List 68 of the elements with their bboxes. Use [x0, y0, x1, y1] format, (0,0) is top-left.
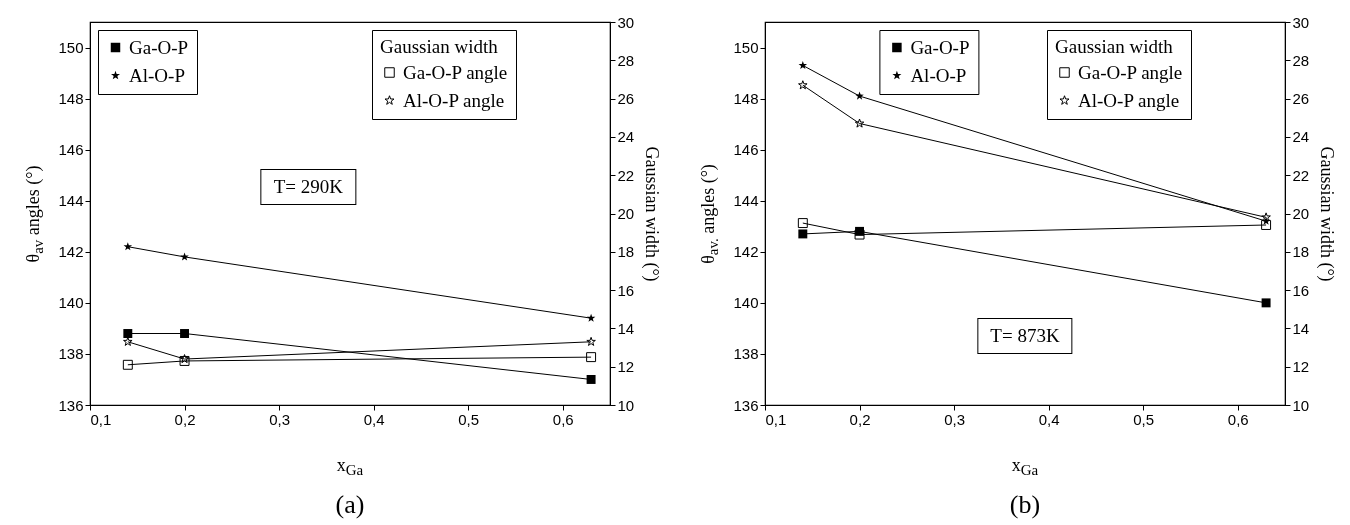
y-tick-label: 142 — [733, 243, 759, 261]
y2-tick-label: 18 — [1292, 243, 1310, 261]
legend-title: Gaussian width — [1055, 36, 1174, 57]
legend-label: Ga-O-P angle — [1078, 61, 1183, 83]
y2-tick-label: 12 — [617, 358, 635, 376]
y-tick-label: 140 — [733, 294, 759, 312]
y-tick-label: 150 — [58, 39, 84, 57]
x-tick-label: 0,6 — [1227, 410, 1249, 428]
y-tick-label: 144 — [58, 192, 84, 210]
y2-tick-label: 10 — [1292, 396, 1310, 414]
x-tick-label: 0,3 — [944, 410, 966, 428]
x-tick-label: 0,1 — [765, 410, 787, 428]
y2-tick-label: 20 — [1292, 205, 1310, 222]
y-tick-label: 138 — [58, 345, 84, 363]
x-tick-label: 0,5 — [458, 410, 480, 428]
annotation: T= 873K — [977, 318, 1073, 355]
legend-label: Al-O-P angle — [1078, 89, 1180, 111]
y2-tick-label: 26 — [1292, 90, 1310, 108]
y2-tick-label: 20 — [617, 205, 635, 222]
y-tick-label: 140 — [58, 294, 84, 312]
y2-tick-label: 22 — [1292, 166, 1310, 184]
y-tick-label: 148 — [58, 90, 84, 108]
y2-tick-label: 26 — [617, 90, 635, 108]
y2-axis-title: Gaussian width (°) — [641, 146, 663, 282]
y-tick-label: 144 — [733, 192, 759, 210]
legend-label: Al-O-P angle — [403, 89, 505, 111]
x-tick-label: 0,3 — [269, 410, 291, 428]
y2-tick-label: 14 — [1292, 319, 1310, 337]
y-tick-label: 146 — [733, 141, 759, 159]
text: (b) — [1009, 490, 1041, 520]
y2-axis-title: Gaussian width (°) — [1316, 146, 1338, 282]
legend-label: Ga-O-P angle — [403, 61, 508, 83]
y-tick-label: 150 — [733, 39, 759, 57]
x-tick-label: 0,5 — [1133, 410, 1155, 428]
x-tick-label: 0,6 — [552, 410, 574, 428]
y-tick-label: 138 — [733, 345, 759, 363]
y2-tick-label: 28 — [1292, 51, 1310, 69]
y2-tick-label: 10 — [617, 396, 635, 414]
y2-tick-label: 30 — [1292, 13, 1310, 31]
legend-label: Al-O-P — [129, 64, 185, 86]
y2-tick-label: 24 — [617, 128, 635, 146]
x-tick-label: 0,2 — [174, 410, 196, 428]
y2-tick-label: 16 — [617, 281, 635, 299]
x-tick-label: 0,2 — [849, 410, 871, 428]
text: (a) — [335, 490, 365, 520]
y2-tick-label: 28 — [617, 51, 635, 69]
y-tick-label: 146 — [58, 141, 84, 159]
y-tick-label: 142 — [58, 243, 84, 261]
y-tick-label: 136 — [733, 396, 759, 414]
annotation: T= 290K — [260, 168, 357, 205]
legend-label: Ga-O-P — [910, 36, 970, 58]
x-tick-label: 0,4 — [363, 410, 385, 428]
y2-tick-label: 30 — [617, 13, 635, 31]
y-tick-label: 136 — [58, 396, 84, 414]
x-axis-title: x$_{Ga}$ — [336, 454, 364, 480]
y-tick-label: 148 — [733, 90, 759, 108]
legend-label: Al-O-P — [910, 64, 967, 86]
y2-tick-label: 16 — [1292, 281, 1310, 299]
x-axis-title: x$_{Ga}$ — [1011, 454, 1039, 480]
y2-tick-label: 14 — [617, 319, 635, 337]
y2-tick-label: 18 — [617, 243, 635, 261]
x-tick-label: 0,1 — [90, 410, 112, 428]
legend-label: Ga-O-P — [129, 36, 189, 58]
y2-tick-label: 12 — [1292, 358, 1310, 376]
y2-tick-label: 24 — [1292, 128, 1310, 146]
x-tick-label: 0,4 — [1038, 410, 1060, 428]
legend-title: Gaussian width — [380, 36, 499, 57]
y2-tick-label: 22 — [617, 166, 635, 184]
